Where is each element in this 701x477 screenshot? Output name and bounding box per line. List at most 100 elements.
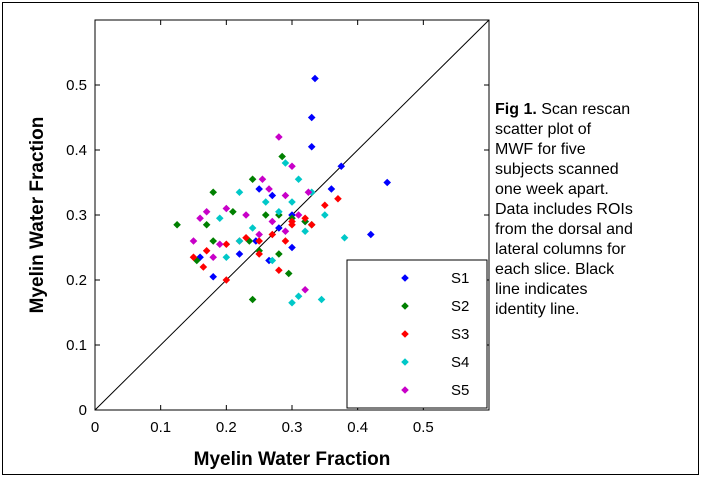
data-point-s3 <box>222 276 231 284</box>
x-tick-label: 0.2 <box>216 419 237 436</box>
data-point-s1 <box>307 113 316 122</box>
data-point-s4 <box>235 237 244 245</box>
data-point-s2 <box>278 152 286 161</box>
x-tick-label: 0 <box>91 419 99 436</box>
caption-line: MWF for five <box>495 141 586 158</box>
caption-line: scatter plot of <box>495 121 592 138</box>
x-tick-label: 0.1 <box>150 419 171 436</box>
data-point-s5 <box>222 204 231 213</box>
data-point-s1 <box>327 185 336 193</box>
data-point-s4 <box>261 198 270 206</box>
data-point-s2 <box>248 175 257 184</box>
data-point-s5 <box>275 133 283 141</box>
data-point-s5 <box>202 207 211 216</box>
data-point-s5 <box>209 253 217 262</box>
data-point-s2 <box>261 211 270 219</box>
data-point-s5 <box>288 162 296 171</box>
data-point-s3 <box>255 237 263 245</box>
x-tick-label: 0.3 <box>282 419 303 436</box>
data-point-s1 <box>209 272 217 281</box>
data-point-s1 <box>367 230 375 239</box>
y-tick-label: 0.4 <box>66 142 87 159</box>
data-point-s5 <box>268 217 277 226</box>
legend-marker-s3 <box>401 330 409 338</box>
caption-line: lateral columns for <box>495 241 626 258</box>
data-point-s1 <box>337 162 346 171</box>
data-point-s1 <box>288 243 296 252</box>
data-point-s2 <box>275 250 283 258</box>
data-point-s4 <box>222 253 231 262</box>
data-point-s1 <box>307 142 316 151</box>
data-point-s4 <box>294 292 303 301</box>
axis-ticks-layer: 0 0.1 0.2 0.3 0.4 0.5 0 0.1 0.2 0.3 0.4 0.5 <box>66 20 489 436</box>
legend-box <box>346 259 488 409</box>
x-tick-label: 0.5 <box>413 419 434 436</box>
data-point-s5 <box>189 237 198 245</box>
caption-line: one week apart. <box>495 181 609 198</box>
data-point-s4 <box>294 175 303 184</box>
data-point-s5 <box>304 188 313 197</box>
legend-marker-s5 <box>401 386 409 394</box>
data-point-s3 <box>307 220 316 229</box>
data-point-s2 <box>173 220 181 229</box>
legend: S1 S2 S3 S4 S5 <box>346 259 488 409</box>
data-point-s5 <box>258 175 267 184</box>
data-point-s2 <box>202 220 211 229</box>
caption-line: from the dorsal and <box>495 221 633 238</box>
data-point-s1 <box>275 224 283 232</box>
figure-caption: Fig 1. Scan rescan scatter plot of MWF f… <box>495 100 698 320</box>
data-point-s2 <box>209 237 217 245</box>
legend-marker-s4 <box>401 358 409 366</box>
data-point-s5 <box>281 227 290 236</box>
caption-line: Scan rescan <box>541 101 631 118</box>
data-point-s4 <box>340 233 349 242</box>
legend-label-s4: S4 <box>451 354 469 371</box>
y-tick-label: 0.2 <box>66 272 87 289</box>
data-point-s1 <box>196 253 204 262</box>
data-point-s2 <box>248 295 257 304</box>
data-point-s3 <box>202 246 211 255</box>
data-point-s1 <box>255 185 263 193</box>
data-point-s3 <box>275 266 283 275</box>
data-point-s4 <box>301 227 309 236</box>
legend-label-s1: S1 <box>451 270 469 287</box>
x-tick-label: 0.4 <box>347 419 368 436</box>
y-tick-label: 0.3 <box>66 207 87 224</box>
data-point-s3 <box>268 230 277 239</box>
data-point-s4 <box>317 295 326 304</box>
data-points-layer <box>173 74 392 307</box>
data-point-s1 <box>383 178 392 187</box>
legend-marker-s1 <box>401 274 409 282</box>
data-point-s3 <box>242 233 250 242</box>
data-point-s1 <box>235 250 244 258</box>
data-point-s2 <box>209 188 217 197</box>
data-point-s5 <box>242 211 250 219</box>
data-point-s4 <box>321 211 329 219</box>
legend-label-s5: S5 <box>451 382 469 399</box>
data-point-s5 <box>196 214 204 223</box>
caption-line: Data includes ROIs <box>495 201 633 218</box>
data-point-s4 <box>288 298 296 307</box>
scatter-chart: 0 0.1 0.2 0.3 0.4 0.5 0 0.1 0.2 0.3 0.4 0.5 Myelin … <box>27 19 490 470</box>
data-point-s4 <box>248 224 257 232</box>
data-point-s3 <box>222 240 231 249</box>
data-point-s1 <box>311 74 319 83</box>
caption-line: line indicates <box>495 281 588 298</box>
data-point-s3 <box>199 263 208 271</box>
data-point-s5 <box>301 285 309 294</box>
caption-line: subjects scanned <box>495 161 619 178</box>
data-point-s5 <box>281 191 290 200</box>
data-point-s2 <box>229 207 237 216</box>
data-point-s4 <box>268 256 277 265</box>
data-point-s3 <box>281 237 290 245</box>
caption-line: identity line. <box>495 301 580 318</box>
legend-label-s2: S2 <box>451 298 469 315</box>
data-point-s3 <box>301 214 309 223</box>
data-point-s4 <box>235 188 244 197</box>
data-point-s1 <box>268 191 277 200</box>
data-point-s3 <box>288 220 296 229</box>
y-axis-title: Myelin Water Fraction <box>27 117 48 314</box>
legend-label-s3: S3 <box>451 326 469 343</box>
data-point-s5 <box>265 185 273 193</box>
